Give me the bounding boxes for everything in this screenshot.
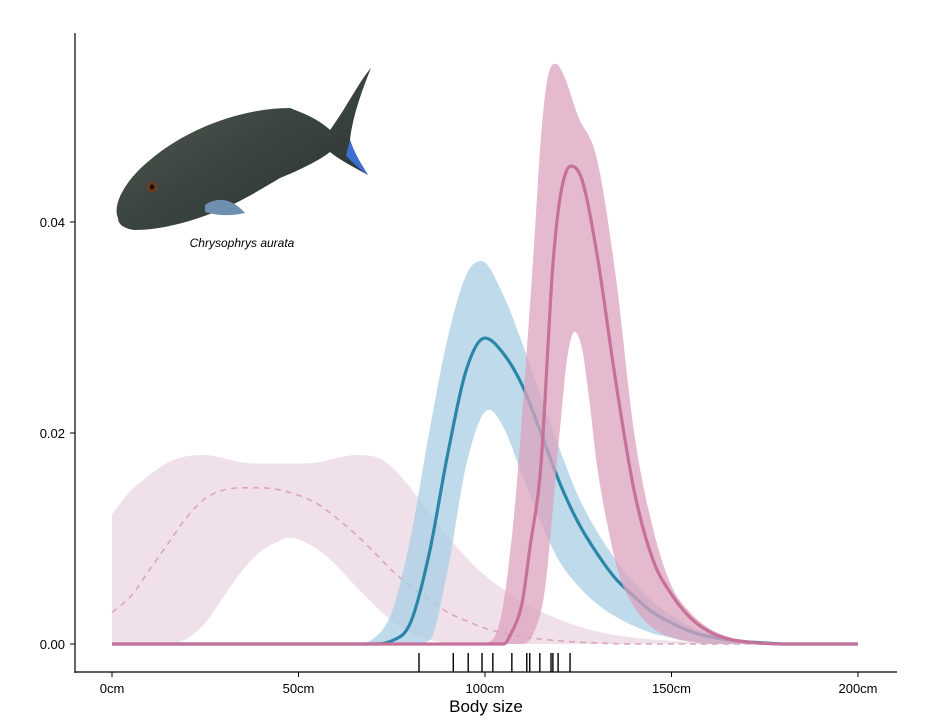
x-tick-label: 0cm (100, 681, 125, 696)
y-tick-label: 0.00 (40, 637, 65, 652)
series-layer (111, 63, 858, 646)
x-tick-label: 150cm (652, 681, 691, 696)
rug-layer (418, 653, 571, 672)
pink-ribbon (485, 63, 858, 644)
x-tick-label: 100cm (465, 681, 504, 696)
pink-mean (112, 164, 858, 646)
species-caption: Chrysophrys aurata (190, 236, 295, 250)
fish-image (116, 68, 372, 230)
axis-ticks (70, 221, 859, 677)
light-pink-mean (111, 487, 858, 645)
blue-ribbon (354, 261, 858, 644)
x-tick-label: 50cm (283, 681, 315, 696)
y-tick-label: 0.02 (40, 426, 65, 441)
x-tick-label: 200cm (838, 681, 877, 696)
y-tick-label: 0.04 (40, 215, 65, 230)
x-axis-title: Body size (449, 697, 523, 716)
